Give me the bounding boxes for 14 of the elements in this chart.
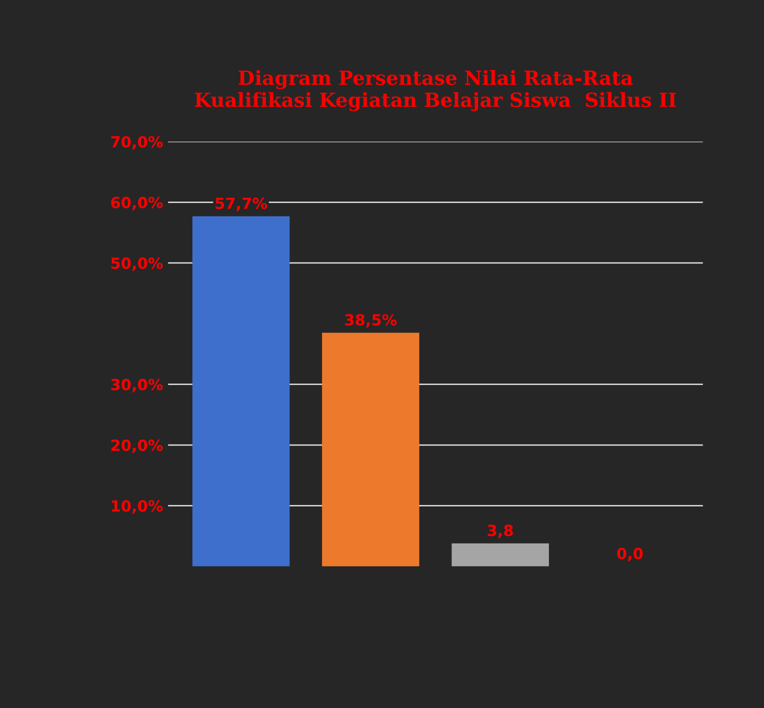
bar: [322, 332, 420, 566]
y-tick-label: 10,0%: [112, 500, 163, 514]
data-label: 57,7%: [216, 198, 268, 212]
y-tick-label: 20,0%: [111, 439, 163, 454]
y-tick-label: 70,0%: [111, 136, 163, 150]
bar: [452, 543, 549, 566]
y-tick-label: 60,0%: [111, 196, 163, 210]
data-label: 38,5%: [345, 314, 397, 328]
bar: [192, 216, 290, 566]
data-label: 3,8: [488, 524, 513, 538]
chart-title: Diagram Persentase Nilai Rata-Rata Kualifikasi Kegiatan Belajar Siswa Siklus II: [194, 70, 676, 112]
y-tick-label: 30,0%: [111, 378, 163, 392]
y-tick-label: 50,0%: [111, 257, 163, 271]
data-label: 0,0: [617, 548, 643, 562]
